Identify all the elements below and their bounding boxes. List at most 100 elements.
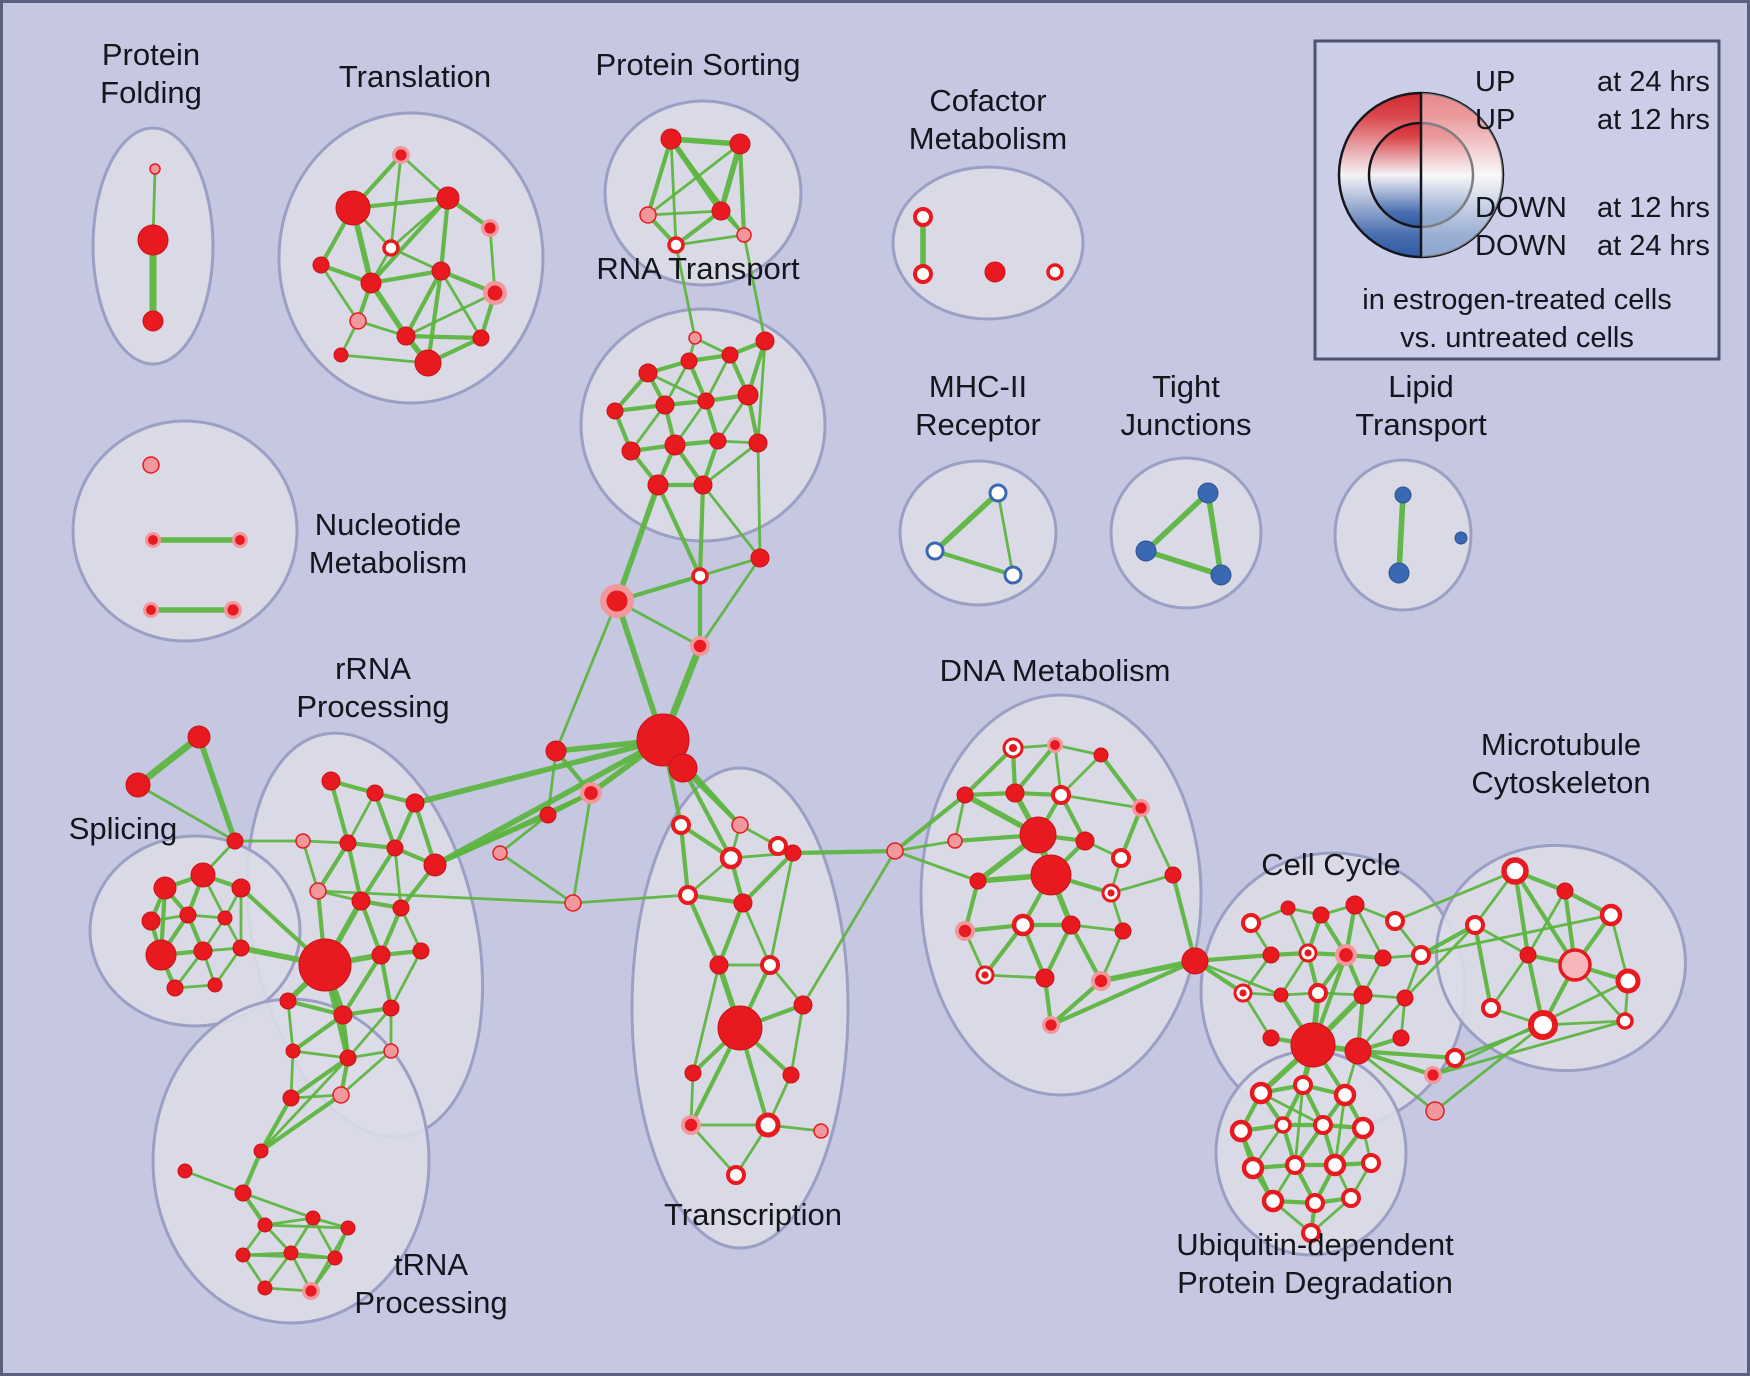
network-node [414, 349, 442, 377]
network-node [1599, 903, 1623, 927]
network-edge [1333, 1093, 1347, 1167]
network-edge [1356, 1049, 1437, 1113]
network-node [1241, 1156, 1265, 1180]
network-node [975, 965, 995, 985]
network-node [1308, 983, 1328, 1003]
network-edge [1396, 492, 1406, 576]
network-edge [546, 749, 558, 817]
network-edge [358, 898, 384, 958]
cluster-label-rna-transport: RNA Transport [596, 251, 800, 286]
network-node [1335, 944, 1357, 966]
cluster-region-protein-sorting [603, 99, 803, 287]
network-node [232, 532, 248, 548]
network-node [709, 432, 727, 450]
network-node [1305, 1193, 1325, 1213]
network-edge [680, 765, 734, 861]
network-node [1341, 1188, 1361, 1208]
network-node [382, 239, 400, 257]
network-edge [439, 269, 483, 340]
network-node [1385, 911, 1405, 931]
network-node [726, 1165, 746, 1185]
network-edge [646, 371, 708, 403]
network-node [545, 740, 567, 762]
network-node [1285, 1155, 1305, 1175]
cluster-label-translation: Translation [339, 59, 491, 94]
network-edge [892, 792, 968, 854]
network-edge [328, 778, 351, 846]
network-edge [340, 952, 384, 1018]
network-node [383, 1043, 399, 1059]
network-edge [1403, 923, 1477, 1000]
network-edge [1433, 1023, 1545, 1113]
network-edge [741, 901, 772, 967]
network-node [733, 893, 753, 913]
network-node [1616, 1012, 1634, 1030]
network-node [678, 885, 698, 905]
network-edge [893, 839, 957, 853]
network-node [1353, 985, 1373, 1005]
network-edge [498, 813, 550, 855]
network-node [335, 190, 371, 226]
network-node [655, 395, 675, 415]
network-node [600, 584, 634, 618]
network-edge [646, 209, 723, 217]
network-edge [571, 893, 690, 905]
network-node [768, 836, 788, 856]
network-edge [319, 263, 360, 323]
legend-up-12-key: UP [1475, 104, 1515, 136]
network-svg: Protein Folding Translation Protein Sorting… [69, 37, 1721, 1325]
network-edge [368, 268, 444, 286]
network-node [1290, 1022, 1336, 1068]
network-node [321, 771, 341, 791]
network-node [564, 894, 582, 912]
network-node [1233, 983, 1253, 1003]
cluster-region-mhc-ii-receptor [898, 459, 1058, 607]
network-node [371, 945, 391, 965]
network-node [431, 261, 451, 281]
network-edge [1473, 923, 1530, 957]
network-edge [345, 840, 364, 904]
network-node [711, 201, 731, 221]
network-edge [1526, 889, 1567, 957]
network-edge [412, 737, 666, 806]
network-edge [346, 1006, 393, 1060]
network-edge [737, 141, 747, 238]
network-edge [756, 441, 762, 560]
network-edge [674, 243, 697, 340]
network-node [1501, 857, 1529, 885]
network-node [166, 979, 184, 997]
cluster-label-lipid-transport: Lipid Transport [1355, 369, 1487, 442]
network-edge [1353, 903, 1385, 960]
network-node [396, 326, 416, 346]
network-node [684, 1064, 702, 1082]
network-node [149, 163, 161, 175]
network-node [1181, 947, 1209, 975]
network-edge [689, 1123, 738, 1177]
network-node [956, 786, 974, 804]
network-node [1392, 1029, 1410, 1047]
network-node [349, 312, 367, 330]
network-node [1344, 1037, 1372, 1065]
network-node [405, 793, 425, 813]
cluster-label-transcription: Transcription [664, 1197, 842, 1232]
network-node [1210, 564, 1232, 586]
network-node [1312, 906, 1330, 924]
network-node [691, 567, 709, 585]
network-node [1298, 943, 1318, 963]
network-node [1061, 915, 1081, 935]
network-node [639, 206, 657, 224]
cluster-region-tight-junctions [1109, 456, 1263, 610]
network-node [412, 942, 430, 960]
network-edge [311, 1216, 337, 1260]
network-node [671, 815, 691, 835]
network-edge [629, 403, 667, 453]
network-node [539, 806, 557, 824]
network-node [1091, 971, 1111, 991]
network-node [760, 955, 780, 975]
network-edge [697, 482, 706, 579]
network-edge [1068, 922, 1104, 984]
network-edge [932, 490, 1001, 554]
network-edge [1170, 872, 1198, 964]
network-edge [1098, 958, 1198, 984]
network-node [755, 331, 775, 351]
